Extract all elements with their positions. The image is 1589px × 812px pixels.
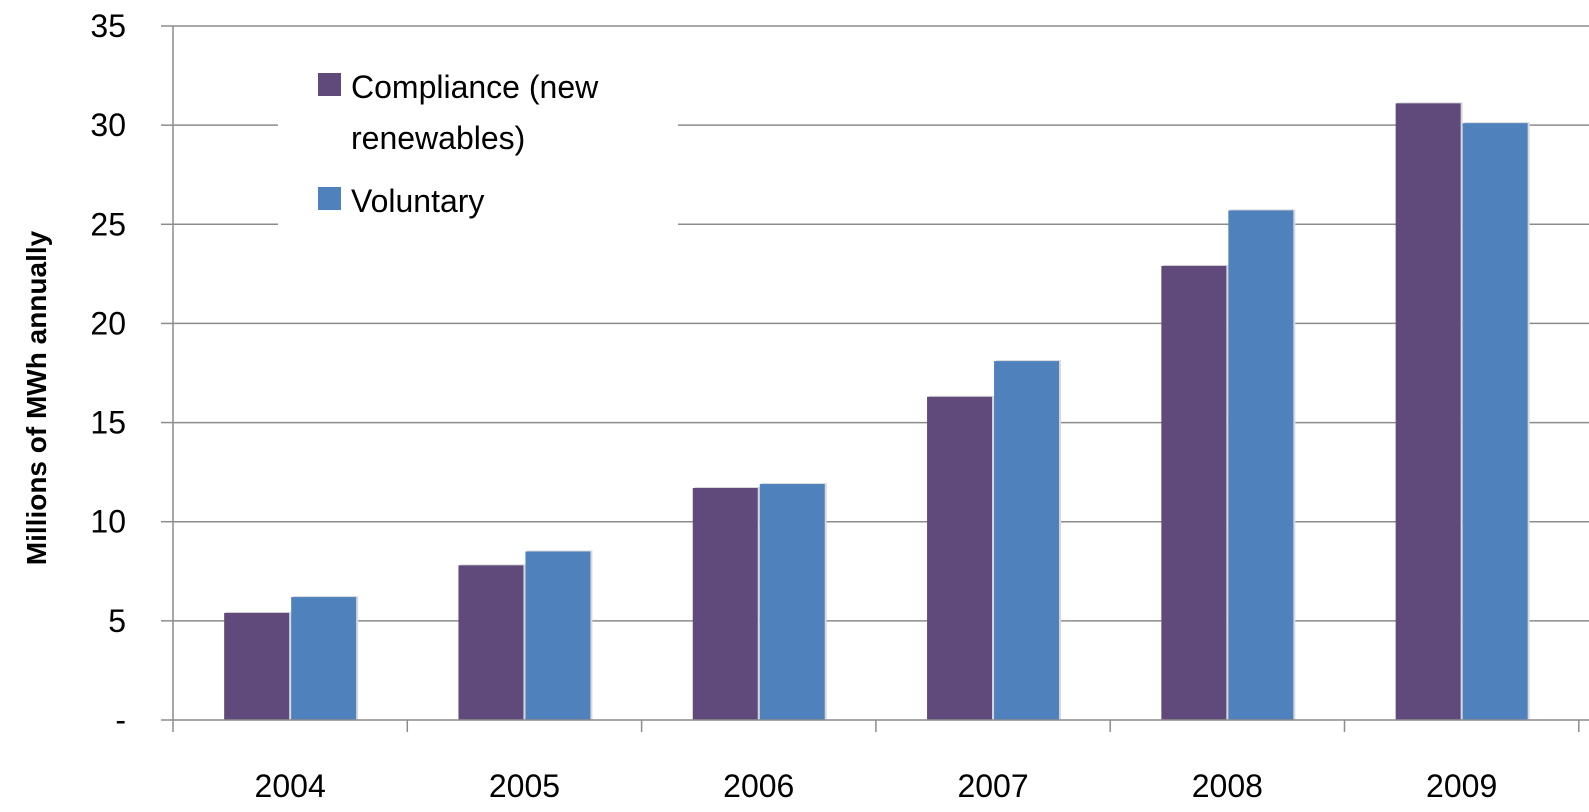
bar-voluntary-2006 <box>759 484 825 720</box>
bar-compliance-2008 <box>1161 265 1227 720</box>
bar-compliance-2007 <box>927 396 993 720</box>
x-tick-label: 2005 <box>489 768 560 804</box>
y-tick-label: 25 <box>90 206 126 242</box>
y-tick-label: 20 <box>90 305 126 341</box>
bar-voluntary-2009 <box>1462 123 1528 720</box>
x-tick-label: 2004 <box>255 768 326 804</box>
legend-swatch <box>318 187 341 210</box>
bar-voluntary-2007 <box>994 361 1060 720</box>
legend-label: Voluntary <box>351 183 484 219</box>
bar-compliance-2005 <box>458 565 524 720</box>
legend-swatch <box>318 73 341 96</box>
y-axis-title: Millions of MWh annually <box>21 230 52 565</box>
y-tick-label: 35 <box>90 8 126 44</box>
bar-voluntary-2004 <box>291 597 357 720</box>
y-tick-label: - <box>115 702 126 738</box>
x-tick-label: 2007 <box>957 768 1028 804</box>
bar-compliance-2009 <box>1395 103 1461 721</box>
bar-compliance-2006 <box>692 488 758 720</box>
x-tick-label: 2008 <box>1192 768 1263 804</box>
axes <box>172 26 1589 732</box>
y-tick-label: 10 <box>90 504 126 540</box>
legend-label: Compliance (new <box>351 69 599 105</box>
bar-compliance-2004 <box>224 612 290 720</box>
legend-label: renewables) <box>351 120 525 156</box>
y-tick-label: 5 <box>108 603 126 639</box>
x-tick-label: 2006 <box>723 768 794 804</box>
bars <box>224 102 1530 721</box>
y-tick-label: 30 <box>90 107 126 143</box>
bar-voluntary-2008 <box>1228 210 1294 721</box>
bar-voluntary-2005 <box>525 551 591 720</box>
x-axis-labels: 2004 2005 2006 2007 2008 2009 <box>255 768 1498 804</box>
legend: Compliance (new renewables) Voluntary <box>278 58 678 238</box>
y-axis-ticks: - 5 10 15 20 25 30 35 <box>90 8 173 738</box>
legend-background <box>278 58 678 238</box>
x-tick-label: 2009 <box>1426 768 1497 804</box>
y-tick-label: 15 <box>90 405 126 441</box>
